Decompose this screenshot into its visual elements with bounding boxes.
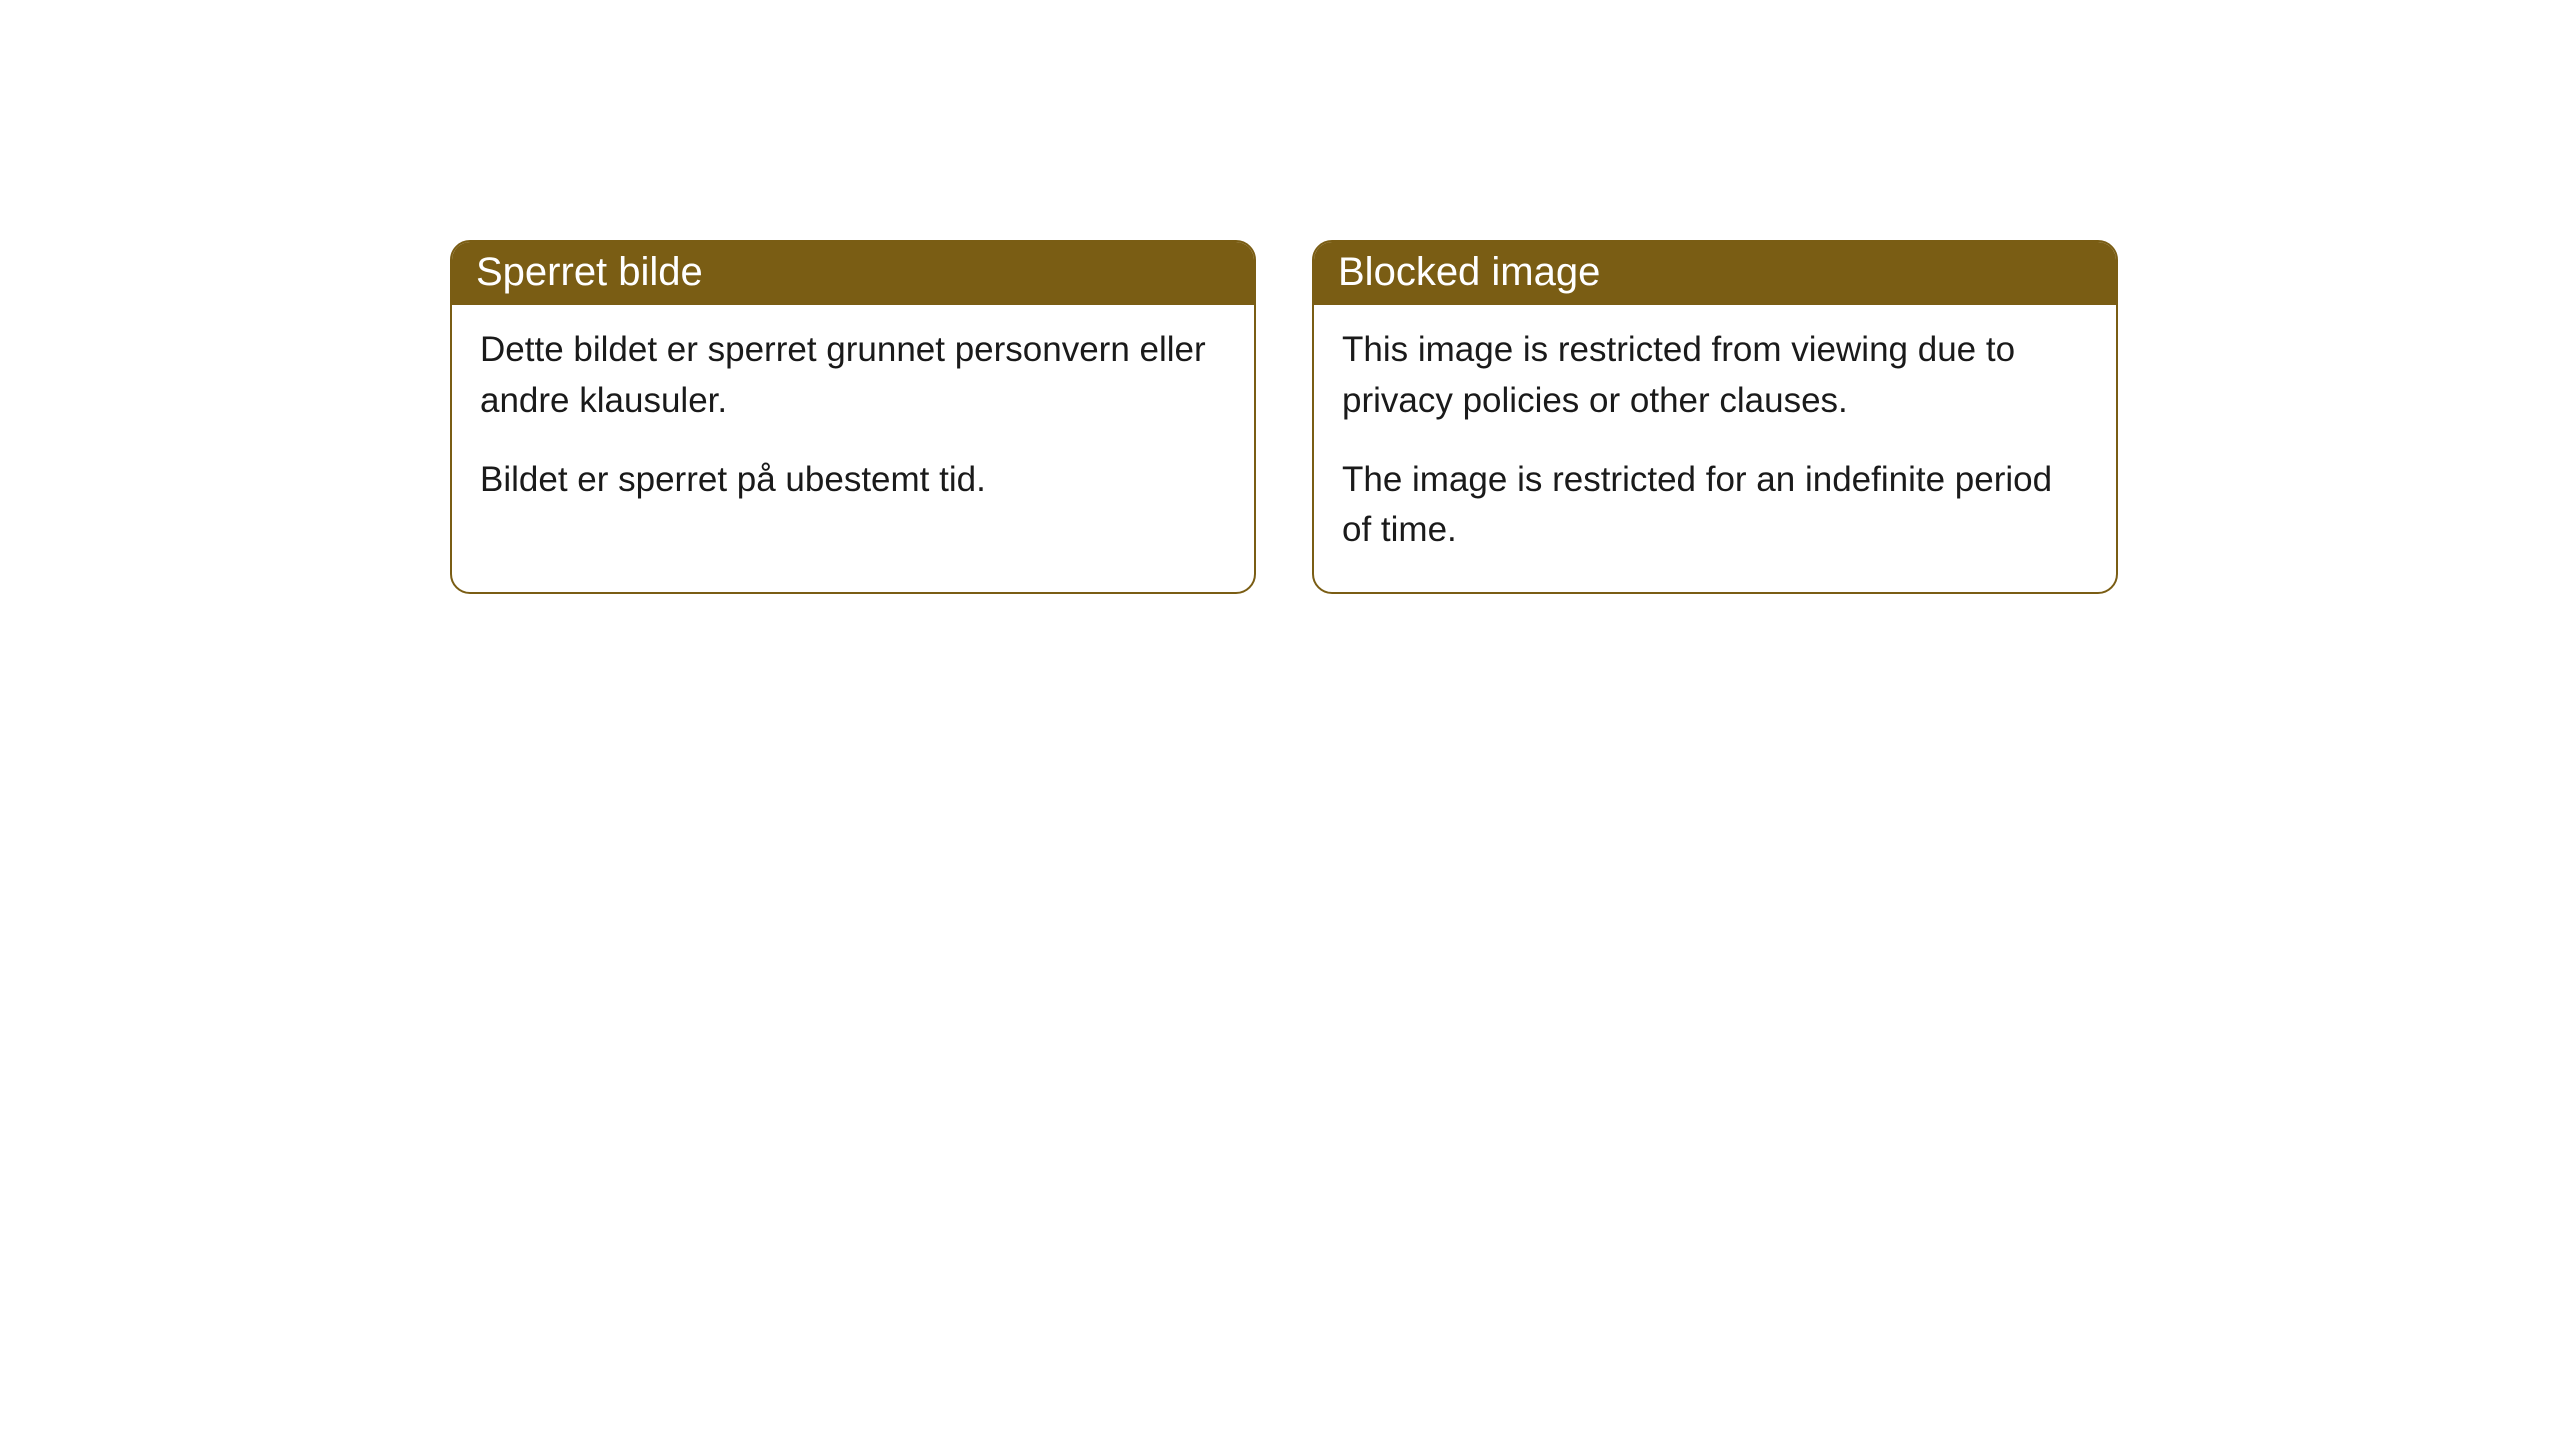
card-container: Sperret bilde Dette bildet er sperret gr… [0, 0, 2560, 594]
blocked-image-card-english: Blocked image This image is restricted f… [1312, 240, 2118, 594]
card-paragraph: The image is restricted for an indefinit… [1342, 455, 2088, 557]
card-title: Blocked image [1314, 242, 2116, 305]
card-paragraph: Dette bildet er sperret grunnet personve… [480, 325, 1226, 427]
card-paragraph: This image is restricted from viewing du… [1342, 325, 2088, 427]
blocked-image-card-norwegian: Sperret bilde Dette bildet er sperret gr… [450, 240, 1256, 594]
card-title: Sperret bilde [452, 242, 1254, 305]
card-body: Dette bildet er sperret grunnet personve… [452, 305, 1254, 541]
card-paragraph: Bildet er sperret på ubestemt tid. [480, 455, 1226, 506]
card-body: This image is restricted from viewing du… [1314, 305, 2116, 592]
